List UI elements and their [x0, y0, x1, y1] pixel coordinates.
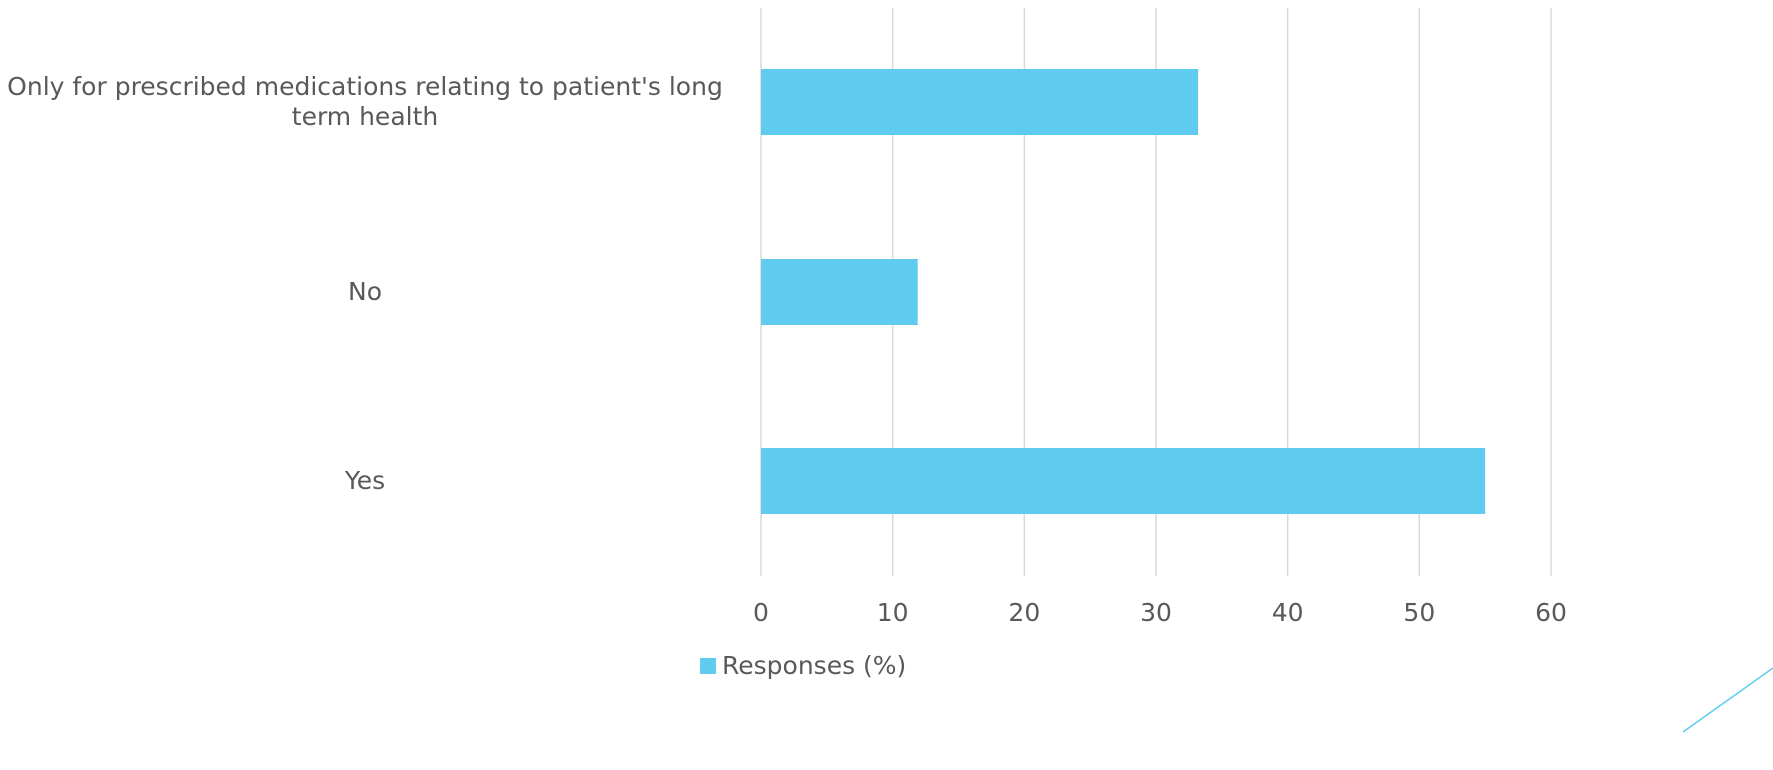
- bar-0: [761, 69, 1199, 135]
- legend: Responses (%): [700, 651, 906, 681]
- x-axis-ticks: 0 10 20 30 40 50 60: [753, 598, 1567, 627]
- bar-2: [761, 448, 1486, 514]
- category-label-long-term-health: Only for prescribed medications relating…: [7, 72, 723, 131]
- category-label-yes: Yes: [344, 466, 386, 495]
- x-tick-label-40: 40: [1272, 598, 1304, 627]
- x-tick-label-60: 60: [1535, 598, 1567, 627]
- x-tick-label-20: 20: [1008, 598, 1040, 627]
- bars: [761, 69, 1486, 514]
- corner-decoration-line: [1682, 667, 1773, 733]
- legend-swatch: [700, 658, 716, 674]
- legend-label: Responses (%): [722, 651, 907, 680]
- x-tick-label-30: 30: [1140, 598, 1172, 627]
- x-tick-label-50: 50: [1403, 598, 1435, 627]
- x-tick-label-0: 0: [753, 598, 769, 627]
- x-tick-label-10: 10: [877, 598, 909, 627]
- category-label-no: No: [348, 277, 382, 306]
- bar-1: [761, 259, 918, 325]
